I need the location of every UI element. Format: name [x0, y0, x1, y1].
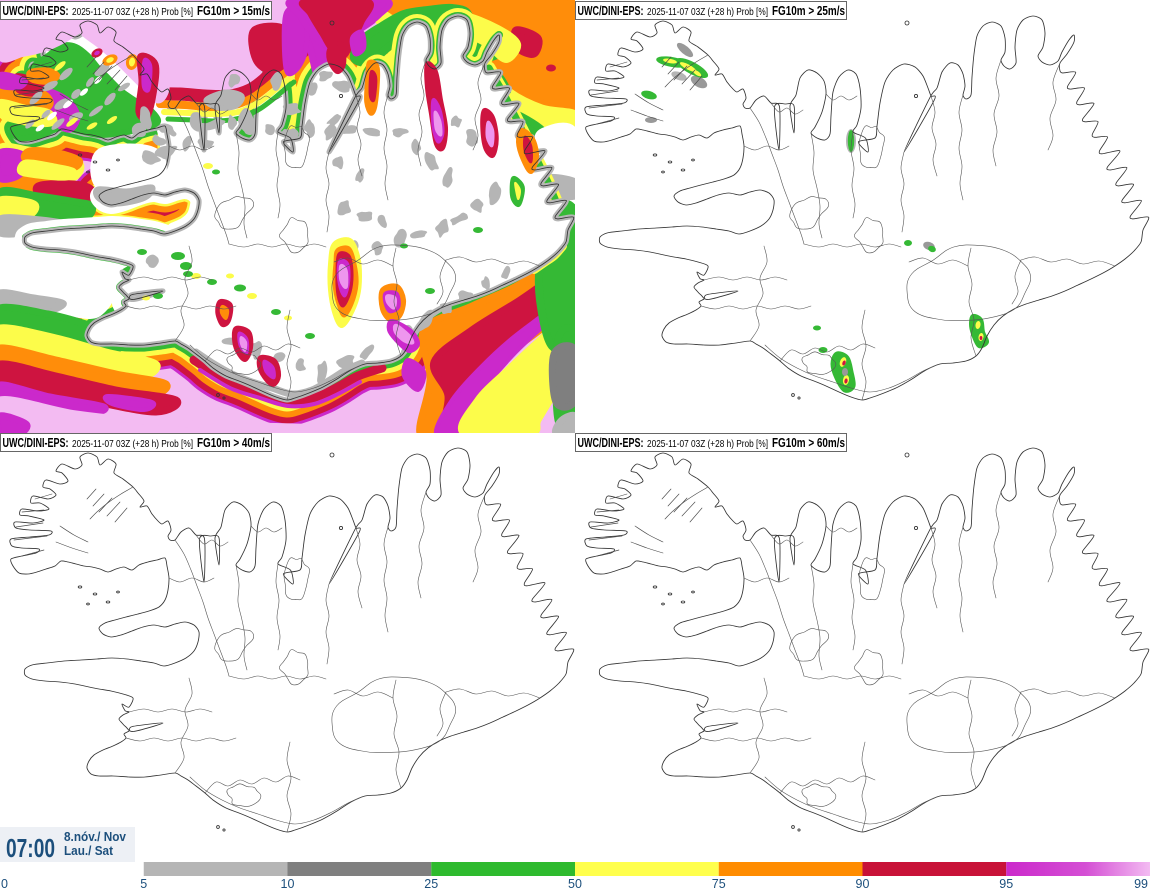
svg-text:2025-11-07 03Z (+28 h) Prob [%: 2025-11-07 03Z (+28 h) Prob [%] — [647, 438, 768, 450]
svg-text:75: 75 — [712, 877, 726, 891]
svg-text:10: 10 — [281, 877, 295, 891]
svg-text:5: 5 — [140, 877, 147, 891]
svg-text:UWC/DINI-EPS:: UWC/DINI-EPS: — [578, 435, 644, 450]
svg-text:Lau./ Sat: Lau./ Sat — [64, 844, 114, 858]
svg-text:2025-11-07 03Z (+28 h) Prob [%: 2025-11-07 03Z (+28 h) Prob [%] — [72, 6, 193, 18]
svg-text:50: 50 — [568, 877, 582, 891]
svg-text:UWC/DINI-EPS:: UWC/DINI-EPS: — [3, 3, 69, 18]
svg-text:25: 25 — [424, 877, 438, 891]
svg-text:FG10m > 60m/s: FG10m > 60m/s — [772, 435, 845, 450]
svg-text:99: 99 — [1134, 877, 1148, 891]
svg-text:FG10m > 25m/s: FG10m > 25m/s — [772, 3, 845, 18]
svg-text:90: 90 — [856, 877, 870, 891]
svg-text:2025-11-07 03Z (+28 h) Prob [%: 2025-11-07 03Z (+28 h) Prob [%] — [72, 438, 193, 450]
svg-text:0: 0 — [1, 877, 8, 891]
svg-text:UWC/DINI-EPS:: UWC/DINI-EPS: — [3, 435, 69, 450]
svg-text:95: 95 — [999, 877, 1013, 891]
svg-text:8.nóv./ Nov: 8.nóv./ Nov — [64, 830, 126, 844]
svg-text:2025-11-07 03Z (+28 h) Prob [%: 2025-11-07 03Z (+28 h) Prob [%] — [647, 6, 768, 18]
svg-text:FG10m > 15m/s: FG10m > 15m/s — [197, 3, 270, 18]
svg-text:07:00: 07:00 — [6, 833, 55, 863]
svg-text:UWC/DINI-EPS:: UWC/DINI-EPS: — [578, 3, 644, 18]
svg-text:FG10m > 40m/s: FG10m > 40m/s — [197, 435, 270, 450]
